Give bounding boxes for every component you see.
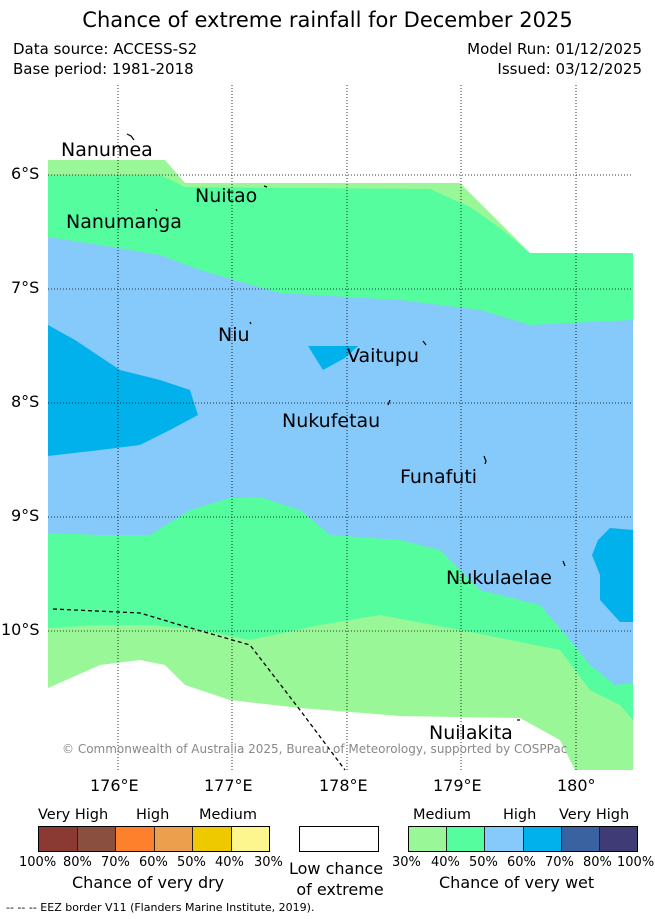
swatch-wet-80-100 <box>599 827 638 851</box>
lon-label: 180° <box>557 776 596 795</box>
island-label-nukulaelae: Nukulaelae <box>446 567 552 589</box>
island-label-vaitupu: Vaitupu <box>347 345 420 367</box>
swatch-dry-50-60 <box>154 827 193 851</box>
swatch-dry-30-40 <box>231 827 269 851</box>
legend-low-label: of extreme <box>296 880 384 899</box>
legend-wet-level: High <box>503 807 537 823</box>
legend-dry-tick: 80% <box>63 855 92 870</box>
swatch-wet-30-40 <box>409 827 448 851</box>
swatch-dry-40-50 <box>193 827 232 851</box>
eez-note: -- -- -- EEZ border V11 (Flanders Marine… <box>6 901 315 914</box>
legend-wet-tick: 50% <box>469 855 498 870</box>
lat-label: 9°S <box>11 506 40 525</box>
lat-label: 6°S <box>11 164 40 183</box>
eez-border <box>52 608 346 771</box>
island-label-nukufetau: Nukufetau <box>282 410 381 432</box>
legend-dry-tick: 100% <box>19 855 57 870</box>
swatch-wet-70-80 <box>561 827 600 851</box>
legend-wet-tick: 70% <box>545 855 574 870</box>
swatch-wet-40-50 <box>447 827 486 851</box>
region-wet-60-70 <box>308 346 358 370</box>
legend-low-label: Low chance <box>289 859 384 878</box>
legend-dry-tick: 70% <box>101 855 130 870</box>
swatch-dry-80-100 <box>39 827 78 851</box>
region-wet-60-70 <box>48 325 198 456</box>
legend-dry-level: Very High <box>38 807 109 823</box>
legend-wet-tick: 100% <box>617 855 655 870</box>
swatch-dry-70-80 <box>77 827 116 851</box>
lat-label: 8°S <box>11 392 40 411</box>
legend-wet-level: Very High <box>559 807 630 823</box>
lon-label: 179°E <box>433 776 482 795</box>
lon-label: 176°E <box>90 776 139 795</box>
base-period: Base period: 1981-2018 <box>13 60 194 78</box>
island-label-niu: Niu <box>218 324 250 346</box>
legend-wet-tick: 60% <box>507 855 536 870</box>
lon-label: 177°E <box>204 776 253 795</box>
island-label-nanumanga: Nanumanga <box>66 211 182 233</box>
copyright: © Commonwealth of Australia 2025, Bureau… <box>62 742 568 756</box>
legend-wet-label: Chance of very wet <box>439 873 595 892</box>
legend-wet-tick: 40% <box>431 855 460 870</box>
legend-dry-colorbar <box>38 826 270 852</box>
lat-label: 7°S <box>11 278 40 297</box>
swatch-dry-60-70 <box>116 827 155 851</box>
island-label-nuitao: Nuitao <box>195 185 258 207</box>
legend-wet-level: Medium <box>413 807 471 823</box>
legend-wet-tick: 80% <box>583 855 612 870</box>
model-run: Model Run: 01/12/2025 <box>467 40 642 58</box>
island-label-funafuti: Funafuti <box>400 466 478 488</box>
island-label-nanumea: Nanumea <box>61 139 153 161</box>
gridlines <box>48 85 633 770</box>
island-label-nuilakita: Nuilakita <box>429 722 513 744</box>
lon-label: 178°E <box>319 776 368 795</box>
legend-dry-tick: 50% <box>177 855 206 870</box>
issued-date: Issued: 03/12/2025 <box>497 60 642 78</box>
map-title: Chance of extreme rainfall for December … <box>82 8 573 32</box>
swatch-wet-50-60 <box>485 827 524 851</box>
swatch-wet-60-70 <box>523 827 562 851</box>
lat-label: 10°S <box>1 620 40 639</box>
legend-dry-level: Medium <box>199 807 257 823</box>
region-wet-60-70 <box>592 528 633 622</box>
island-outlines <box>126 133 566 721</box>
data-source: Data source: ACCESS-S2 <box>13 40 198 58</box>
legend-wet-colorbar <box>408 826 638 852</box>
legend-dry-label: Chance of very dry <box>72 873 225 892</box>
legend-low-swatch <box>299 826 379 852</box>
region-wet-50-60 <box>48 237 633 685</box>
legend-wet-tick: 30% <box>392 855 421 870</box>
legend-dry-level: High <box>136 807 170 823</box>
legend-dry-tick: 40% <box>215 855 244 870</box>
legend-dry-tick: 30% <box>254 855 283 870</box>
legend-dry-tick: 60% <box>139 855 168 870</box>
